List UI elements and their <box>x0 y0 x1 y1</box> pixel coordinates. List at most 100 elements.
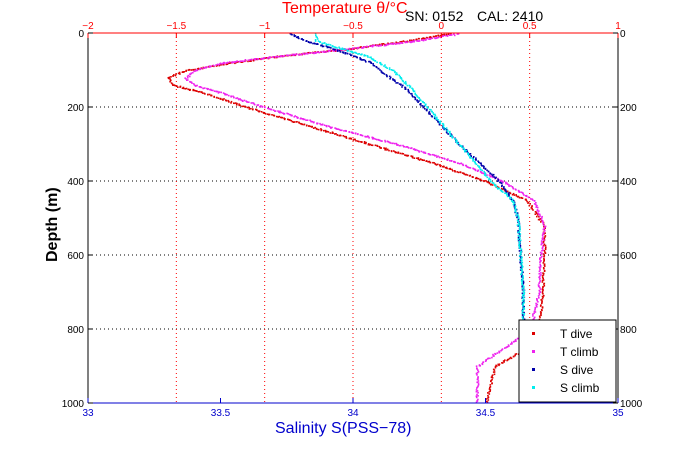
data-point <box>275 55 278 58</box>
data-point <box>497 178 499 181</box>
data-point <box>472 157 474 159</box>
data-point <box>335 133 337 135</box>
data-point <box>539 269 541 271</box>
data-point <box>506 359 508 362</box>
data-point <box>421 105 423 107</box>
data-point <box>379 61 382 64</box>
data-point <box>395 43 397 45</box>
data-point <box>535 302 537 305</box>
data-point <box>407 154 410 157</box>
data-point <box>257 58 259 60</box>
data-point <box>236 102 238 105</box>
data-point <box>424 108 426 110</box>
data-point <box>422 106 424 109</box>
data-point <box>461 146 463 149</box>
data-point <box>184 88 187 90</box>
x2-tick-label: 1 <box>615 21 621 32</box>
data-point <box>489 180 492 183</box>
data-point <box>335 128 338 130</box>
data-point <box>476 400 479 402</box>
data-point <box>343 130 345 132</box>
data-point <box>521 264 523 267</box>
data-point <box>401 152 403 155</box>
data-point <box>264 113 267 115</box>
data-point <box>283 118 286 121</box>
data-point <box>521 288 524 291</box>
data-point <box>521 270 523 272</box>
data-point <box>453 33 455 35</box>
data-point <box>539 265 542 267</box>
data-point <box>345 130 347 132</box>
data-point <box>540 256 542 259</box>
data-point <box>531 205 533 207</box>
data-point <box>487 399 490 401</box>
data-point <box>317 43 319 45</box>
data-point <box>432 112 434 114</box>
data-point <box>491 375 493 377</box>
data-point <box>399 42 402 44</box>
data-point <box>199 68 202 70</box>
data-point <box>475 389 478 391</box>
data-point <box>505 192 508 195</box>
data-point <box>379 62 382 65</box>
data-point <box>403 82 406 84</box>
data-point <box>177 72 180 75</box>
data-point <box>399 152 401 155</box>
data-point <box>544 232 546 234</box>
data-point <box>477 164 479 167</box>
data-point <box>518 240 520 243</box>
data-point <box>230 96 232 98</box>
data-point <box>317 51 319 53</box>
data-point <box>223 63 225 66</box>
serial-label: SN: 0152 <box>405 8 464 24</box>
data-point <box>457 142 459 145</box>
data-point <box>268 108 270 110</box>
y-tick-label: 0 <box>78 29 84 40</box>
data-point <box>503 186 505 188</box>
data-point <box>455 141 458 143</box>
data-point <box>519 243 521 246</box>
data-point <box>477 169 479 172</box>
data-point <box>242 60 244 62</box>
data-point <box>223 93 226 95</box>
data-point <box>508 184 510 186</box>
data-point <box>405 146 407 148</box>
data-point <box>536 215 538 218</box>
data-point <box>539 257 541 259</box>
data-point <box>436 156 438 158</box>
data-point <box>505 189 507 192</box>
data-point <box>466 165 468 168</box>
data-point <box>540 274 542 276</box>
data-point <box>369 143 372 146</box>
data-point <box>486 174 488 176</box>
data-point <box>219 62 222 65</box>
data-point <box>413 90 416 92</box>
data-point <box>196 69 199 72</box>
data-point <box>274 110 276 112</box>
data-point <box>521 284 524 287</box>
data-point <box>443 126 445 129</box>
data-point <box>220 64 222 66</box>
data-point <box>392 42 394 44</box>
y-tick-label: 1000 <box>62 399 85 410</box>
data-point <box>489 386 492 388</box>
data-point <box>380 140 382 142</box>
data-point <box>502 181 504 184</box>
data-point <box>408 147 410 149</box>
data-point <box>256 109 258 111</box>
data-point <box>523 291 526 294</box>
data-point <box>532 313 534 315</box>
data-point <box>417 101 419 103</box>
data-point <box>354 55 357 58</box>
data-point <box>288 113 291 116</box>
data-point <box>289 54 291 56</box>
data-point <box>183 71 185 73</box>
data-point <box>305 52 308 55</box>
data-point <box>338 46 340 49</box>
data-point <box>461 172 464 174</box>
data-point <box>544 235 547 237</box>
data-point <box>168 76 171 79</box>
data-point <box>519 261 521 264</box>
data-point <box>173 84 175 86</box>
data-point <box>190 69 193 71</box>
